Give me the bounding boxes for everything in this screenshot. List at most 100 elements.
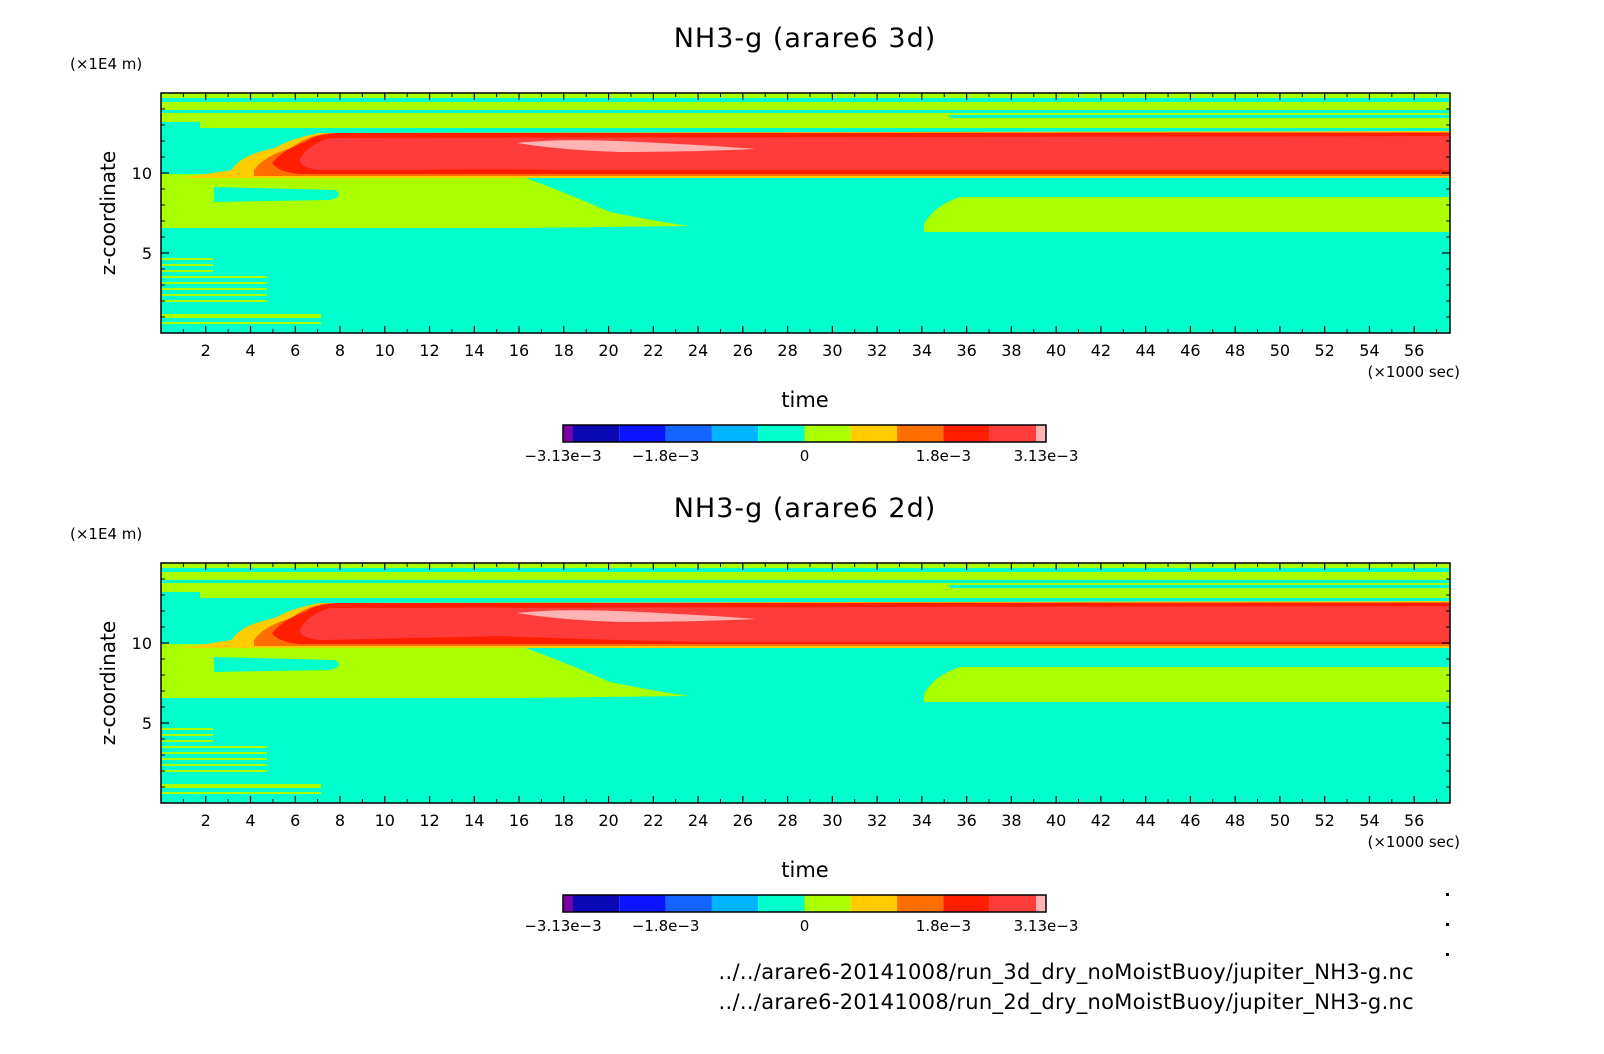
green-band-top (161, 563, 1450, 568)
green-stripe (161, 322, 321, 324)
cyan-pocket (214, 187, 339, 202)
x-tick-label: 14 (464, 341, 484, 360)
y-tick-label: 5 (142, 244, 152, 263)
x-tick-label: 18 (554, 341, 574, 360)
marker-dot (1446, 923, 1449, 926)
green-stripe (161, 770, 267, 772)
x-tick-label: 56 (1404, 341, 1424, 360)
colorbar-tick-label: −1.8e−3 (632, 917, 700, 935)
green-lobe-right (924, 197, 1450, 232)
x-tick-label: 20 (598, 341, 618, 360)
green-stripe (161, 758, 267, 760)
x-tick-label: 48 (1225, 811, 1245, 830)
colorbar-frame (562, 894, 1047, 913)
colorbar-segment (804, 895, 851, 912)
x-tick-label: 6 (290, 811, 300, 830)
green-stripe (161, 740, 213, 742)
pink-maximum (517, 610, 756, 622)
green-stripe (161, 270, 213, 272)
red-band-core (300, 606, 1450, 642)
colorbar-tick-label: −3.13e−3 (524, 917, 601, 935)
x-tick-label: 32 (867, 811, 887, 830)
colorbar-tick-label: 3.13e−3 (1014, 917, 1079, 935)
cyan-stripe (161, 110, 1450, 113)
x-tick-label: 42 (1091, 811, 1111, 830)
plot-area (161, 563, 1450, 803)
x-tick-label: 24 (688, 811, 708, 830)
green-stripe (161, 276, 267, 278)
x-tick-label: 20 (598, 811, 618, 830)
y-axis-label: z-coordinate (96, 621, 120, 745)
cyan-stripe (161, 580, 1450, 583)
x-tick-label: 36 (956, 341, 976, 360)
x-tick-label: 40 (1046, 811, 1066, 830)
x-tick-label: 14 (464, 811, 484, 830)
axes-frame (160, 562, 1451, 804)
colorbar-tick-label: 3.13e−3 (1014, 447, 1079, 465)
x-tick-label: 6 (290, 341, 300, 360)
green-stripe (161, 300, 267, 302)
x-tick-label: 22 (643, 811, 663, 830)
x-tick-label: 10 (375, 341, 395, 360)
green-stripe (161, 288, 267, 290)
green-band-upper (161, 572, 1450, 598)
colorbar-segment (897, 895, 944, 912)
file-path-2d: ../../arare6-20141008/run_2d_dry_noMoist… (718, 990, 1414, 1014)
chart-title: NH3-g (arare6 2d) (674, 493, 937, 524)
colorbar-segment (758, 425, 805, 442)
x-tick-label: 56 (1404, 811, 1424, 830)
colorbar-segment (804, 425, 851, 442)
colorbar-segment (665, 425, 712, 442)
x-tick-label: 52 (1315, 811, 1335, 830)
colorbar-tick-label: 0 (800, 917, 810, 935)
x-tick-label: 46 (1180, 811, 1200, 830)
x-tick-label: 16 (509, 811, 529, 830)
x-tick-label: 50 (1270, 341, 1290, 360)
green-stripe (161, 734, 213, 736)
colorbar-segment (1036, 425, 1046, 442)
green-stripe (161, 746, 267, 748)
x-tick-label: 24 (688, 341, 708, 360)
colorbar-segment (989, 425, 1036, 442)
x-tick-label: 2 (201, 811, 211, 830)
x-tick-label: 26 (733, 341, 753, 360)
x-tick-label: 28 (777, 811, 797, 830)
x-unit-label: (×1000 sec) (1367, 833, 1460, 851)
cyan-stripe (950, 115, 1450, 118)
pink-maximum (517, 140, 756, 152)
green-tongue-left (161, 174, 690, 228)
x-axis-label: time (781, 388, 828, 412)
x-tick-label: 54 (1359, 811, 1379, 830)
red-band-core (300, 136, 1450, 170)
plot-area (161, 93, 1450, 333)
colorbar-segment (850, 425, 898, 442)
x-tick-label: 34 (912, 341, 932, 360)
x-tick-label: 38 (1001, 341, 1021, 360)
x-tick-label: 16 (509, 341, 529, 360)
green-band-upper (161, 102, 1450, 128)
y-unit-label: (×1E4 m) (70, 55, 142, 73)
colorbar-segment (943, 425, 990, 442)
chart-panel-2d: NH3-g (arare6 2d)(×1E4 m)2 4 6 8 10 12 14 16 18 2… (70, 493, 1460, 935)
green-stripe (161, 264, 213, 266)
marker-dot (1446, 893, 1449, 896)
colorbar-frame (562, 424, 1047, 443)
x-tick-label: 44 (1135, 811, 1155, 830)
green-stripe (161, 764, 267, 766)
colorbar-segment (897, 425, 944, 442)
y-tick-label: 10 (132, 634, 152, 653)
colorbar-segment (711, 425, 759, 442)
marker-dot (1446, 953, 1449, 956)
colorbar-segment (943, 895, 990, 912)
y-unit-label: (×1E4 m) (70, 525, 142, 543)
colorbar-segment (989, 895, 1036, 912)
green-stripe (161, 728, 213, 730)
x-tick-label: 36 (956, 811, 976, 830)
colorbar-segment (1036, 895, 1046, 912)
colorbar-segment (563, 425, 573, 442)
x-tick-label: 46 (1180, 341, 1200, 360)
colorbar-tick-label: −1.8e−3 (632, 447, 700, 465)
axes-frame (160, 92, 1451, 334)
colorbar-segment (573, 425, 620, 442)
